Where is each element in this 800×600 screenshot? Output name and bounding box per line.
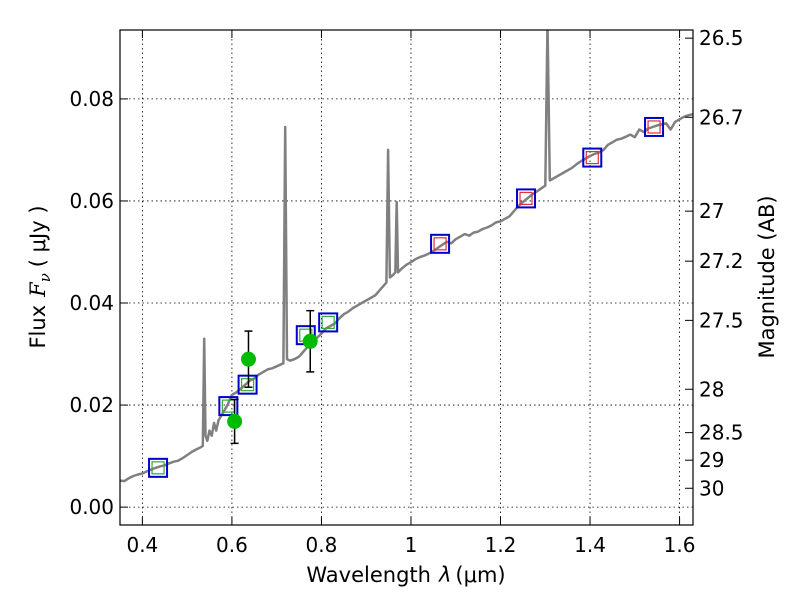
observed-photometry-point	[302, 333, 318, 349]
y2-axis-title: Magnitude (AB)	[755, 195, 779, 358]
x-tick-label: 1.2	[485, 533, 517, 557]
x-axis-title-text: Wavelength	[306, 563, 431, 587]
y2-tick-label: 29	[699, 448, 724, 472]
y-tick-label: 0.06	[69, 189, 114, 213]
y2-tick-label: 30	[699, 476, 724, 500]
observed-photometry-point	[227, 413, 243, 429]
y-axis-title-symbol: F	[26, 281, 50, 298]
x-tick-label: 1.6	[664, 533, 696, 557]
axis-ticks: 0.4 0.6 0.8 1 1.2 1.4 1.6 0.00 0.02 0.04 0.06 0.08 2…	[69, 26, 743, 557]
model-photometry-square	[430, 233, 451, 254]
model-photometry-square	[644, 116, 665, 137]
model-photometry-inner-square	[647, 120, 661, 134]
y-axis-title-text: Flux	[26, 305, 50, 349]
model-photometry-inner-square	[240, 378, 255, 392]
y-tick-label: 0.08	[69, 87, 114, 111]
y-axis-title: Flux Fν ( μJy )	[26, 205, 54, 348]
model-photometry-square	[318, 312, 339, 333]
observed-photometry-point	[240, 351, 256, 367]
model-photometry-inner-square	[433, 237, 447, 251]
model-photometry-inner-square	[585, 150, 599, 165]
y2-tick-label: 26.5	[699, 26, 744, 50]
model-photometry-inner-square	[519, 191, 533, 206]
y2-tick-label: 28.5	[699, 421, 744, 445]
y2-tick-label: 27.5	[699, 308, 744, 332]
x-axis-title-unit: (μm)	[455, 563, 505, 587]
y-axis-title-subscript: ν	[36, 273, 54, 282]
y-tick-label: 0.04	[69, 291, 114, 315]
y-axis-title-unit: ( μJy )	[26, 205, 50, 267]
x-tick-label: 0.4	[126, 533, 158, 557]
x-tick-label: 0.8	[306, 533, 338, 557]
x-tick-label: 1	[405, 533, 418, 557]
x-tick-label: 1.4	[574, 533, 606, 557]
y2-tick-label: 26.7	[699, 105, 744, 129]
model-photometry-square	[516, 188, 537, 209]
y-tick-label: 0.02	[69, 393, 114, 417]
y2-tick-label: 27	[699, 199, 724, 223]
x-axis-title: Wavelength λ (μm)	[306, 563, 505, 587]
grid-lines	[120, 30, 693, 525]
plot-frame	[119, 29, 694, 526]
model-photometry-square	[582, 147, 603, 168]
model-photometry-square	[148, 457, 169, 478]
spectrum-series	[120, 30, 693, 483]
x-tick-label: 0.6	[216, 533, 248, 557]
photometry-markers	[148, 116, 665, 478]
model-photometry-inner-square	[151, 461, 165, 475]
model-photometry-square	[237, 374, 258, 395]
x-axis-title-symbol: λ	[438, 563, 451, 587]
y2-tick-label: 28	[699, 377, 724, 401]
model-photometry-inner-square	[321, 315, 335, 330]
y-tick-label: 0.00	[69, 495, 114, 519]
y2-tick-label: 27.2	[699, 249, 744, 273]
plot-background	[120, 30, 693, 525]
spectrum-line	[120, 30, 693, 483]
model-photometry-square	[218, 396, 239, 417]
